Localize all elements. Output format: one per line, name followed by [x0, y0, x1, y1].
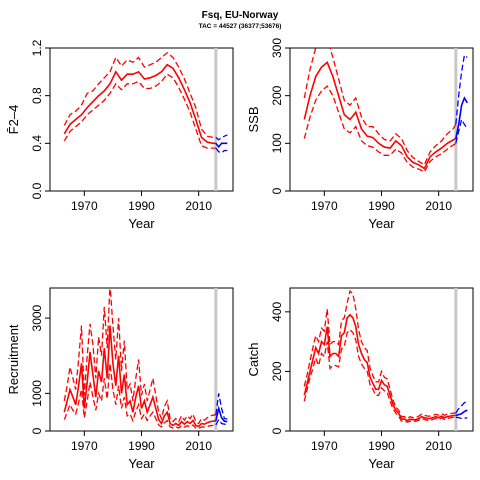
projection-lower-bound-line — [215, 147, 228, 154]
plot-frame — [289, 47, 474, 192]
projection-lower-bound-line — [215, 418, 228, 426]
history-estimate-line — [63, 325, 216, 428]
series-group — [303, 288, 468, 431]
projection-estimate-line — [455, 409, 468, 417]
y-tick-label: 0 — [270, 187, 284, 194]
y-axis-title: F̄2–4 — [6, 105, 21, 135]
y-tick-label: 400 — [270, 302, 284, 322]
y-axis: 0 100 200 300 — [270, 38, 290, 194]
projection-upper-bound-line — [215, 393, 228, 420]
panel-ssb: 1970 1990 2010 Year 0 100 200 300 SSB — [246, 38, 474, 231]
y-tick-label: 0.8 — [30, 87, 44, 104]
y-axis: 0.0 0.4 0.8 1.2 — [30, 39, 50, 199]
y-tick-label: 100 — [270, 133, 284, 153]
x-tick-label: 1970 — [71, 439, 98, 453]
history-lower-bound-line — [303, 85, 457, 173]
x-tick-label: 1970 — [311, 439, 338, 453]
chart-title: Fsq, EU-Norway — [201, 10, 279, 21]
history-estimate-line — [63, 63, 216, 145]
projection-estimate-line — [455, 96, 468, 139]
y-tick-label: 0 — [270, 427, 284, 434]
panel-f: 1970 1990 2010 Year 0.0 0.4 0.8 1.2 F̄2–4 — [6, 39, 234, 231]
y-axis: 0 1000 3000 — [30, 304, 50, 434]
y-axis-title: SSB — [246, 106, 261, 132]
x-tick-label: 2010 — [425, 439, 452, 453]
x-axis: 1970 1990 2010 — [71, 431, 212, 453]
x-tick-label: 1990 — [128, 439, 155, 453]
projection-upper-bound-line — [455, 400, 468, 414]
y-tick-label: 1.2 — [30, 39, 44, 56]
x-tick-label: 1970 — [311, 199, 338, 213]
x-tick-label: 2010 — [185, 439, 212, 453]
series-group — [63, 48, 228, 191]
history-estimate-line — [303, 60, 457, 170]
x-axis: 1970 1990 2010 — [311, 431, 452, 453]
projection-lower-bound-line — [455, 416, 468, 420]
x-axis-title: Year — [368, 216, 395, 231]
x-axis: 1970 1990 2010 — [71, 191, 212, 213]
x-tick-label: 1990 — [368, 439, 395, 453]
x-axis: 1970 1990 2010 — [311, 191, 452, 213]
panel-recruitment: 1970 1990 2010 Year 0 1000 3000 Recruitment — [6, 287, 234, 471]
x-tick-label: 1990 — [368, 199, 395, 213]
y-axis-title: Catch — [246, 343, 261, 377]
history-lower-bound-line — [63, 363, 216, 430]
x-tick-label: 1990 — [128, 199, 155, 213]
x-tick-label: 2010 — [425, 199, 452, 213]
y-tick-label: 0.0 — [30, 182, 44, 199]
y-tick-label: 300 — [270, 38, 284, 58]
y-tick-label: 3000 — [30, 304, 44, 331]
projection-estimate-line — [215, 405, 228, 423]
plot-frame — [49, 47, 234, 192]
x-axis-title: Year — [128, 456, 155, 471]
y-tick-label: 0 — [30, 427, 44, 434]
history-upper-bound-line — [303, 289, 456, 420]
projection-upper-bound-line — [455, 54, 468, 125]
chart-subtitle: TAC = 44527 (36377;53676) — [198, 23, 282, 30]
projection-lower-bound-line — [455, 117, 468, 144]
x-tick-label: 2010 — [185, 199, 212, 213]
plot-frame — [289, 287, 474, 432]
y-axis-title: Recruitment — [6, 324, 21, 394]
x-tick-label: 1970 — [71, 199, 98, 213]
y-tick-label: 1000 — [30, 380, 44, 407]
history-estimate-line — [303, 313, 456, 422]
history-lower-bound-line — [63, 73, 216, 149]
history-upper-bound-line — [63, 51, 216, 139]
y-tick-label: 0.4 — [30, 135, 44, 152]
y-tick-label: 200 — [270, 361, 284, 381]
x-axis-title: Year — [368, 456, 395, 471]
projection-upper-bound-line — [215, 134, 228, 141]
y-tick-label: 200 — [270, 85, 284, 105]
x-axis-title: Year — [128, 216, 155, 231]
y-axis: 0 200 400 — [270, 302, 290, 434]
series-group — [303, 48, 468, 191]
history-upper-bound-line — [303, 48, 457, 166]
projection-estimate-line — [215, 142, 228, 149]
series-group — [63, 288, 228, 431]
history-upper-bound-line — [63, 288, 216, 425]
panel-catch: 1970 1990 2010 Year 0 200 400 Catch — [246, 287, 474, 471]
